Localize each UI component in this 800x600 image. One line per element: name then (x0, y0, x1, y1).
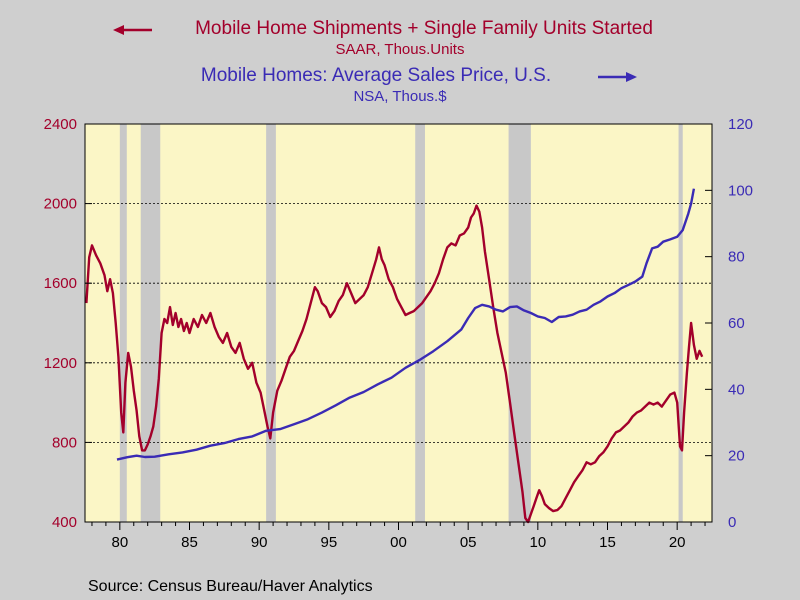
legend-arrows (113, 25, 637, 82)
recession-band-0 (119, 124, 127, 522)
legend-blue-units: NSA, Thous.$ (353, 88, 447, 105)
legend-red-arrow-head (113, 25, 124, 35)
left-tick-label-1200: 1200 (44, 355, 77, 372)
x-tick-label-00: 00 (390, 534, 407, 551)
x-tick-label-20: 20 (669, 534, 686, 551)
right-tick-label-80: 80 (728, 249, 745, 266)
left-tick-label-800: 800 (52, 434, 77, 451)
recession-band-5 (678, 124, 683, 522)
left-tick-label-400: 400 (52, 514, 77, 531)
recession-bands (119, 124, 683, 522)
left-tick-label-2400: 2400 (44, 116, 77, 133)
recession-band-1 (140, 124, 161, 522)
series-shipments-line (85, 204, 704, 524)
legend-blue-title: Mobile Homes: Average Sales Price, U.S. (200, 65, 552, 86)
legend-red-units: SAAR, Thous.Units (335, 41, 465, 58)
x-tick-label-85: 85 (181, 534, 198, 551)
x-tick-label-90: 90 (251, 534, 268, 551)
right-tick-label-120: 120 (728, 116, 753, 133)
legend-blue-arrow-head (626, 72, 637, 82)
gridlines (85, 203, 712, 443)
source-note: Source: Census Bureau/Haver Analytics (88, 578, 373, 595)
left-tick-label-1600: 1600 (44, 275, 77, 292)
right-tick-label-40: 40 (728, 381, 745, 398)
right-tick-label-100: 100 (728, 182, 753, 199)
series-lines (85, 188, 704, 524)
series-price-line (116, 188, 696, 461)
x-tick-label-10: 10 (529, 534, 546, 551)
x-tick-label-80: 80 (111, 534, 128, 551)
legend-red-title: Mobile Home Shipments + Single Family Un… (195, 18, 653, 39)
plot-area (85, 124, 712, 522)
right-tick-label-0: 0 (728, 514, 736, 531)
x-tick-label-95: 95 (320, 534, 337, 551)
recession-band-4 (508, 124, 531, 522)
x-tick-label-15: 15 (599, 534, 616, 551)
recession-band-2 (266, 124, 276, 522)
right-tick-label-60: 60 (728, 315, 745, 332)
right-tick-label-20: 20 (728, 448, 745, 465)
x-tick-label-05: 05 (460, 534, 477, 551)
left-tick-label-2000: 2000 (44, 196, 77, 213)
recession-band-3 (415, 124, 425, 522)
